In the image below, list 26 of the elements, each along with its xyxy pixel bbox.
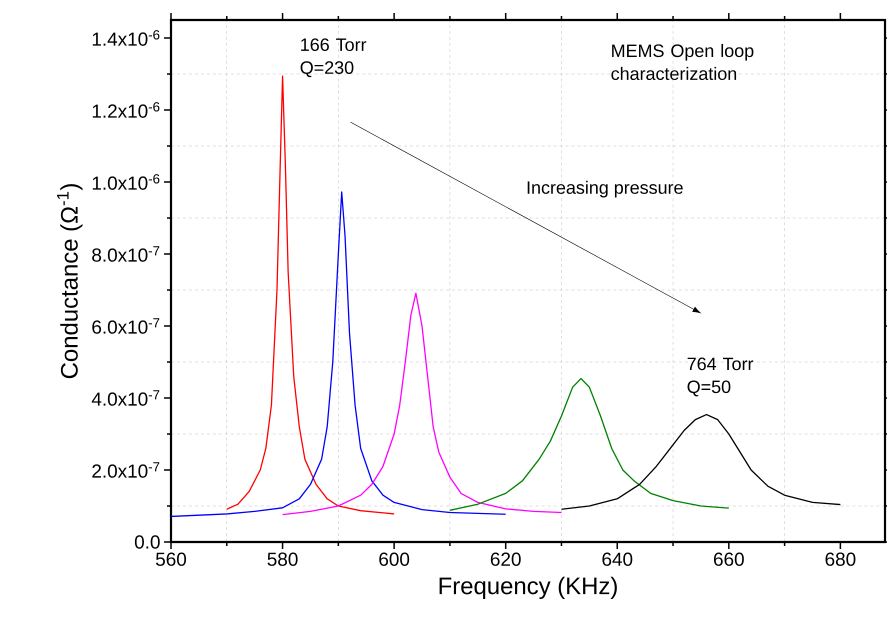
y-axis-title: Conductance (Ω$^{-1}$) bbox=[57, 184, 83, 378]
x-tick-label: 680 bbox=[826, 552, 856, 566]
y-tick-label: 8.0x10$^{-7}$ bbox=[92, 246, 160, 262]
y-tick-label: 1.0x10$^{-6}$ bbox=[92, 174, 160, 190]
x-tick-label: 560 bbox=[156, 552, 186, 566]
x-tick-label: 620 bbox=[490, 552, 521, 566]
x-tick-label: 600 bbox=[379, 552, 410, 566]
y-tick-label: 0.0 bbox=[134, 535, 160, 549]
y-tick-label: 4.0x10$^{-7}$ bbox=[92, 390, 160, 406]
x-axis-title: Frequency (KHz) bbox=[440, 576, 617, 600]
y-tick-label: 1.4x10$^{-6}$ bbox=[92, 30, 160, 46]
annotation: MEMS Open loop characterization bbox=[611, 44, 754, 80]
line-series bbox=[560, 414, 842, 510]
x-tick-label: 640 bbox=[602, 552, 632, 566]
annotation: 166 Torr Q=230 bbox=[300, 38, 366, 78]
y-tick-label: 1.2x10$^{-6}$ bbox=[92, 102, 160, 118]
y-tick-label: 6.0x10$^{-7}$ bbox=[92, 318, 160, 334]
x-tick-label: 580 bbox=[268, 552, 298, 566]
line-series bbox=[226, 76, 395, 515]
line-series bbox=[449, 378, 730, 511]
line-series bbox=[170, 191, 506, 518]
annotation: Increasing pressure bbox=[528, 180, 683, 198]
x-tick-label: 660 bbox=[714, 552, 744, 566]
y-tick-label: 2.0x10$^{-7}$ bbox=[92, 462, 160, 478]
line-series bbox=[282, 292, 562, 516]
annotation: 764 Torr Q=50 bbox=[688, 358, 754, 396]
